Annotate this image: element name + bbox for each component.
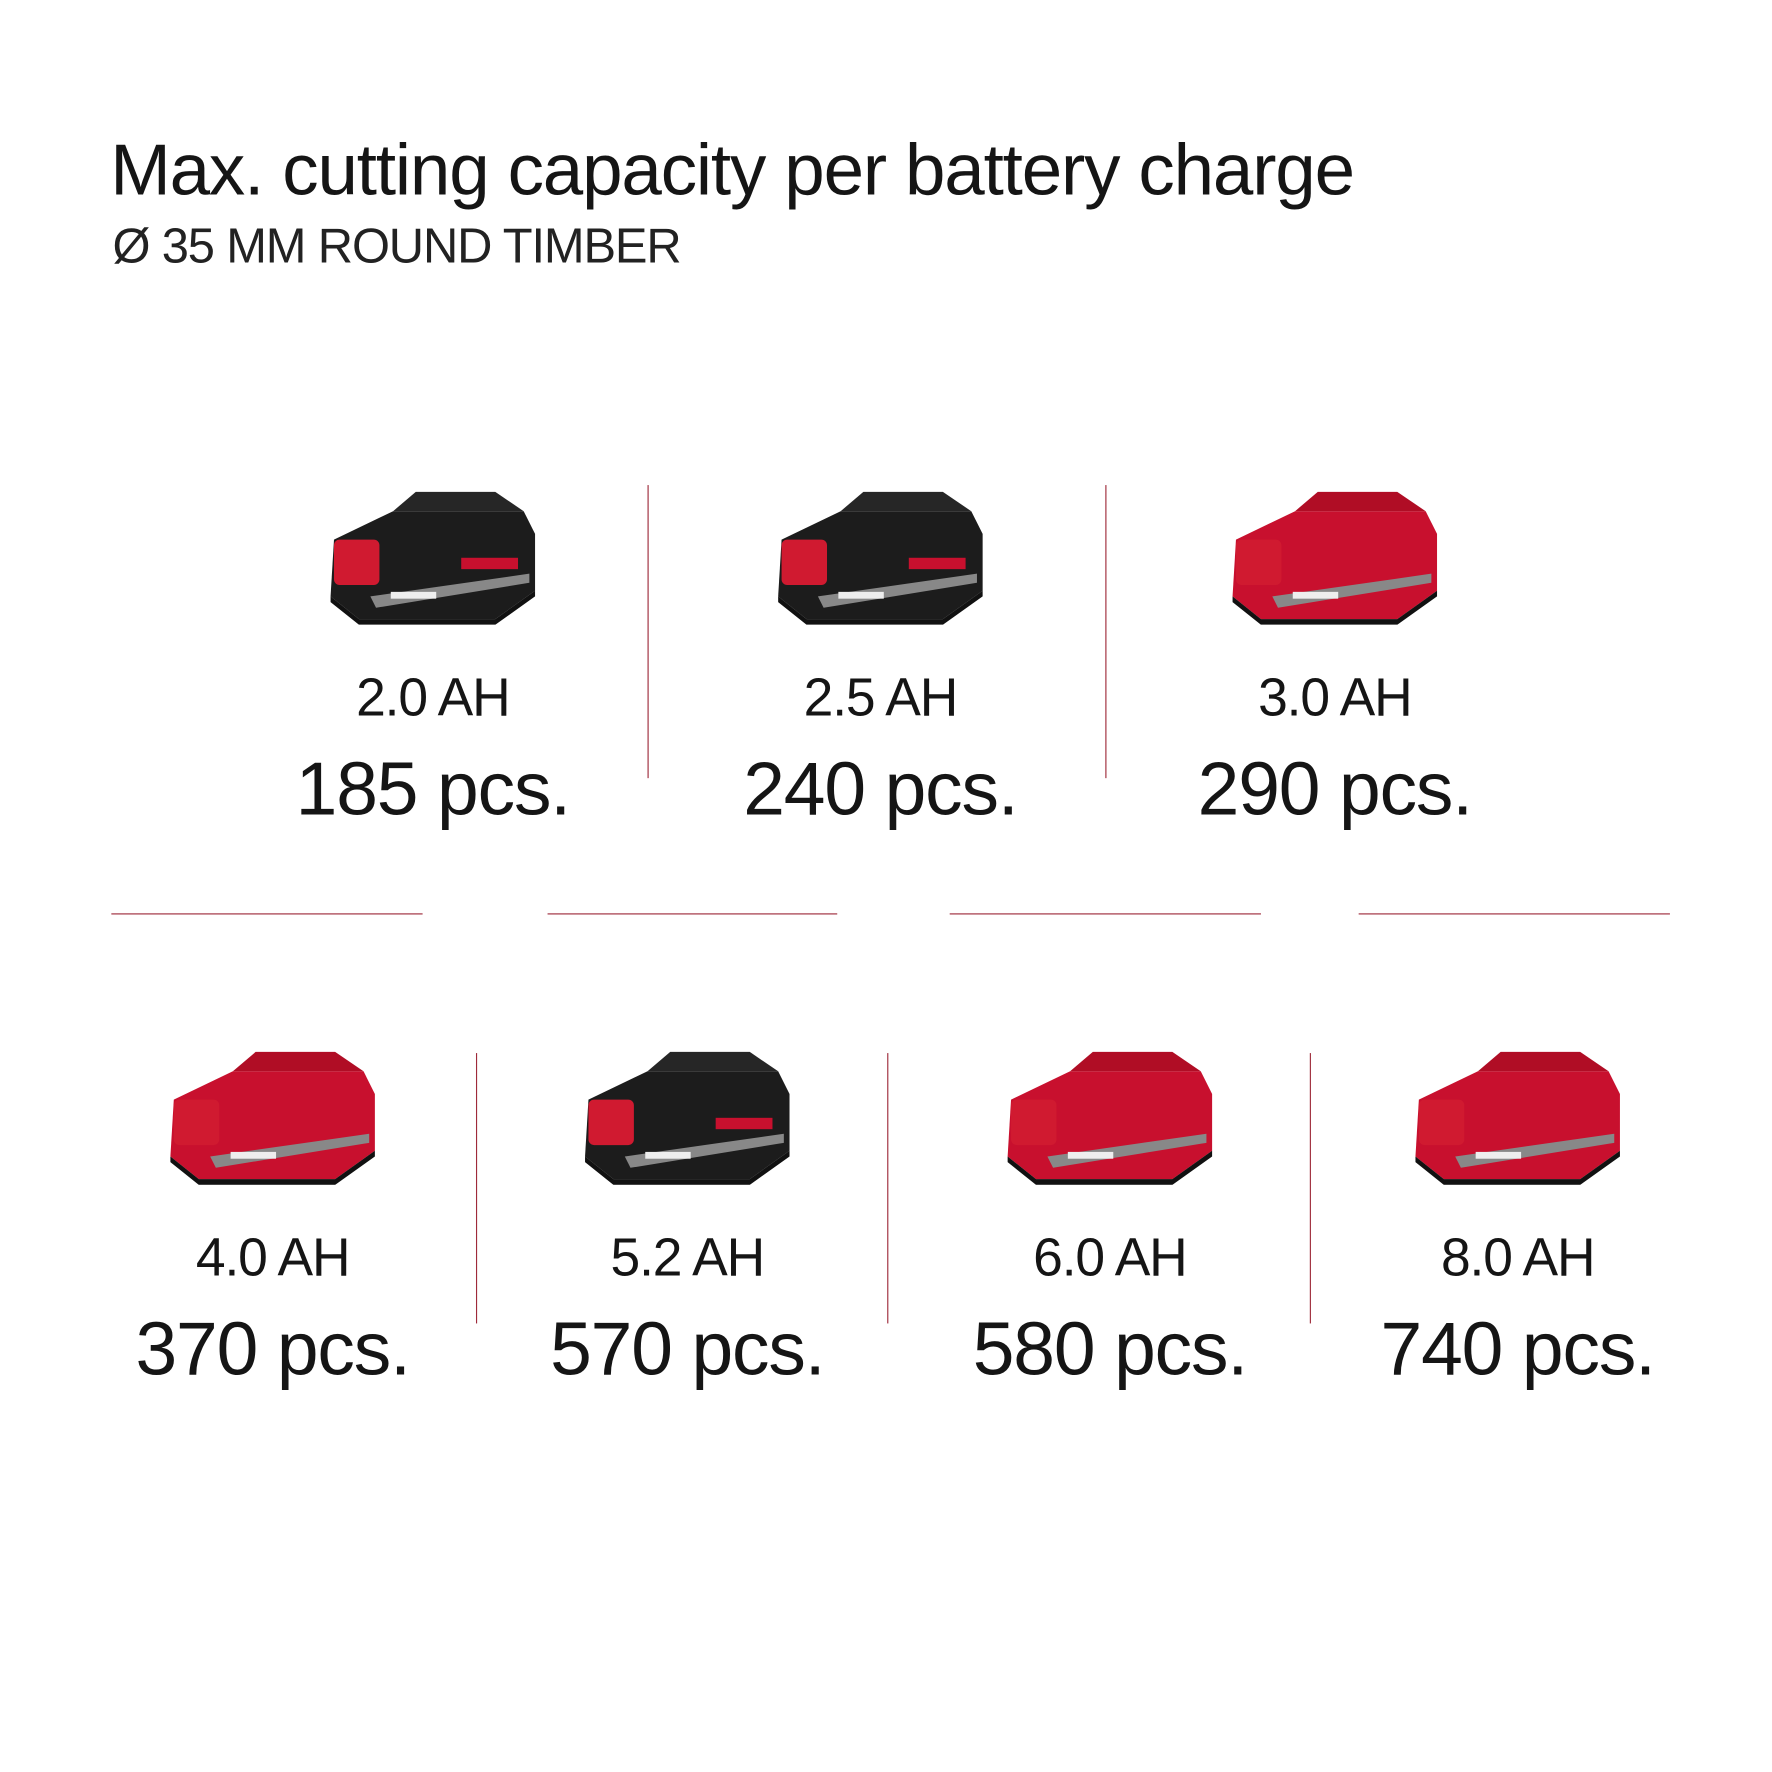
battery-icon <box>1415 1051 1620 1185</box>
cut-count: 370 pcs. <box>135 1306 410 1391</box>
battery-capacity: 2.0 AH <box>356 666 511 728</box>
battery-icon <box>170 1051 375 1185</box>
divider-vertical <box>1309 1053 1311 1324</box>
divider-horizontal <box>949 913 1261 915</box>
battery-card: 3.0 AH 290 pcs. <box>1130 483 1539 826</box>
battery-card: 2.5 AH 240 pcs. <box>676 483 1085 826</box>
cut-count: 740 pcs. <box>1380 1306 1656 1391</box>
divider-horizontal <box>1358 913 1670 915</box>
divider-horizontal <box>547 913 838 915</box>
battery-capacity: 5.2 AH <box>610 1226 766 1288</box>
battery-card: 6.0 AH 580 pcs. <box>905 1043 1314 1386</box>
divider-horizontal <box>111 913 423 915</box>
battery-card: 8.0 AH 740 pcs. <box>1313 1043 1722 1386</box>
battery-card: 4.0 AH 370 pcs. <box>68 1043 477 1386</box>
cut-count: 580 pcs. <box>972 1306 1248 1391</box>
battery-capacity: 3.0 AH <box>1258 666 1413 728</box>
battery-card: 5.2 AH 570 pcs. <box>483 1043 892 1386</box>
cut-count: 240 pcs. <box>743 746 1018 831</box>
divider-vertical <box>475 1053 478 1324</box>
battery-capacity: 4.0 AH <box>195 1226 351 1288</box>
battery-icon <box>778 491 983 625</box>
page-title: Max. cutting capacity per battery charge <box>110 128 1355 211</box>
cut-count: 185 pcs. <box>295 746 571 831</box>
cut-count: 290 pcs. <box>1197 746 1473 831</box>
battery-capacity: 8.0 AH <box>1440 1226 1596 1288</box>
battery-icon <box>1007 1051 1213 1185</box>
battery-icon <box>1232 491 1438 625</box>
cut-count: 570 pcs. <box>550 1306 825 1391</box>
battery-capacity: 6.0 AH <box>1033 1226 1188 1288</box>
battery-icon <box>585 1051 790 1185</box>
page-subtitle: Ø 35 MM ROUND TIMBER <box>112 219 681 274</box>
divider-vertical <box>1105 485 1107 779</box>
divider-vertical <box>647 485 649 779</box>
battery-capacity: 2.5 AH <box>803 666 959 728</box>
divider-vertical <box>887 1053 889 1324</box>
battery-card: 2.0 AH 185 pcs. <box>228 483 637 826</box>
battery-icon <box>330 491 536 625</box>
